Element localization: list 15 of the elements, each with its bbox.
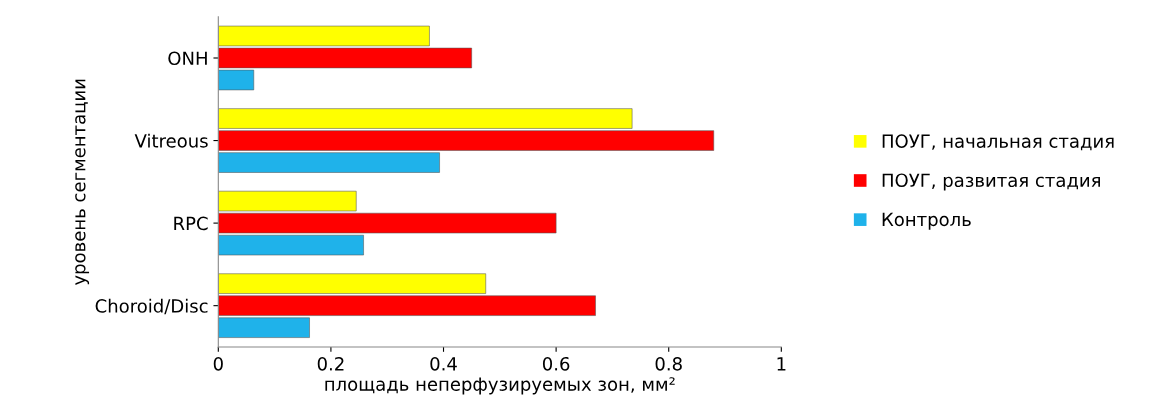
y-axis-title: уровень сегментации <box>75 79 90 286</box>
legend-label: Контроль <box>882 212 971 230</box>
x-tick-label: 1 <box>777 357 786 371</box>
y-tick-label: Choroid/Disc <box>95 298 208 315</box>
x-tick-label: 0 <box>213 356 223 371</box>
x-axis-title: площадь неперфузируемых зон, мм² <box>325 377 675 395</box>
x-tick-label: 0.4 <box>430 356 457 371</box>
legend-label: ПОУГ, начальная стадия <box>882 134 1114 151</box>
x-tick-label: 0.2 <box>317 356 344 371</box>
y-tick-label: Vitreous <box>134 133 208 148</box>
x-tick-label: 0.8 <box>655 356 682 371</box>
legend-label: ПОУГ, развитая стадия <box>882 173 1100 191</box>
y-tick-label: ONH <box>168 51 207 66</box>
y-tick-label: RPC <box>174 216 208 231</box>
x-tick-label: 0.6 <box>542 356 570 371</box>
